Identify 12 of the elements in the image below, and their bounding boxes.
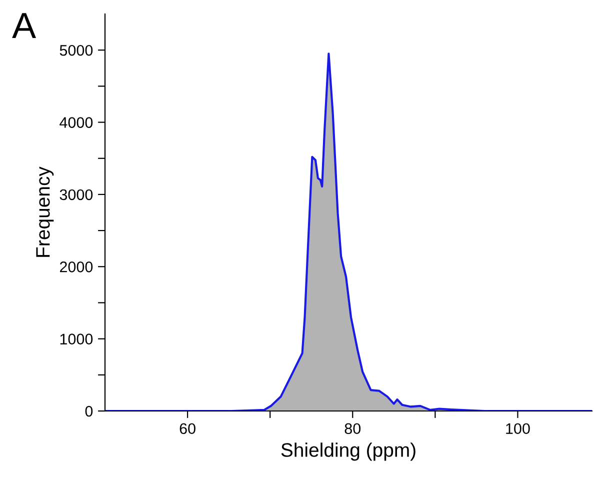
x-axis-title: Shielding (ppm) — [281, 442, 416, 461]
y-tick-label: 0 — [85, 406, 93, 417]
y-axis-title: Frequency — [36, 166, 54, 257]
x-tick-label: 80 — [344, 423, 361, 434]
x-tick-label: 60 — [180, 423, 196, 434]
chart-title: A — [12, 13, 36, 38]
y-tick-label: 2000 — [60, 262, 93, 272]
y-tick-label: 1000 — [60, 334, 93, 345]
y-tick-label: 4000 — [60, 117, 93, 128]
x-tick-label: 100 — [506, 423, 530, 434]
y-tick-label: 3000 — [60, 189, 93, 200]
y-tick-label: 5000 — [60, 44, 93, 56]
